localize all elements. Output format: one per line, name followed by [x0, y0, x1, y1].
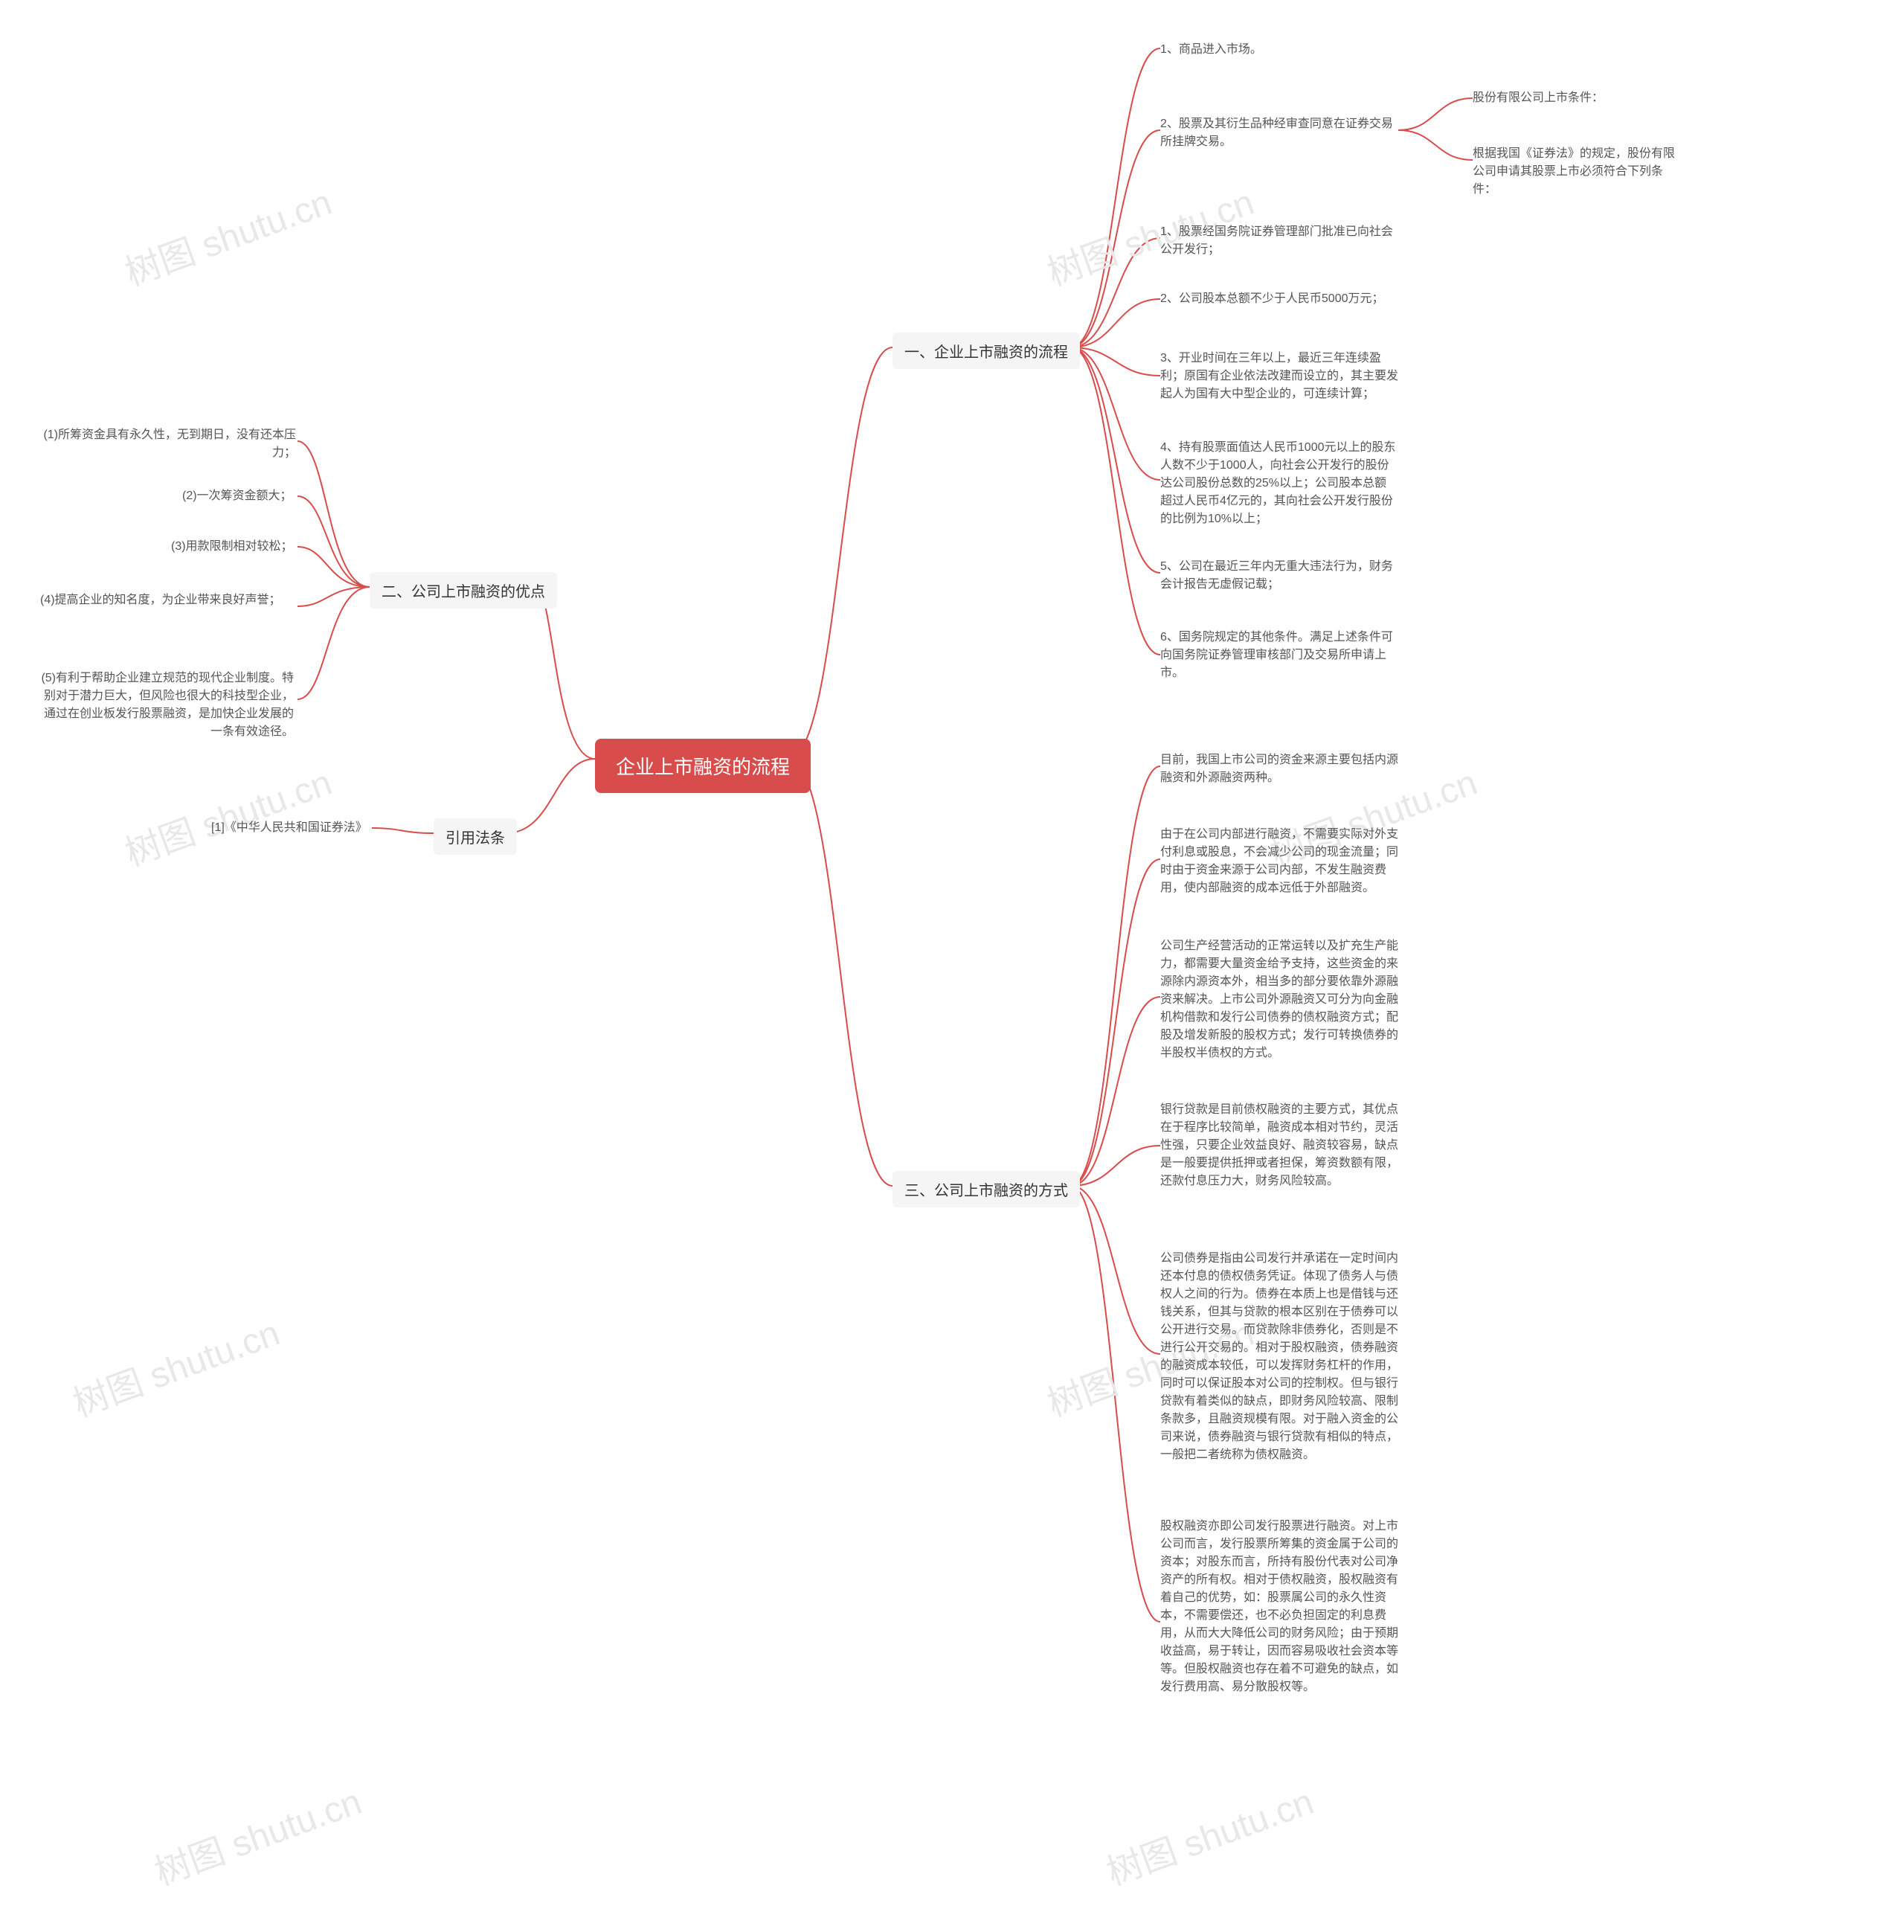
leaf-2-5: (5)有利于帮助企业建立规范的现代企业制度。特别对于潜力巨大，但风险也很大的科技…: [41, 670, 294, 741]
leaf-1-6: 4、持有股票面值达人民币1000元以上的股东人数不少于1000人，向社会公开发行…: [1160, 439, 1398, 528]
leaf-1-8: 6、国务院规定的其他条件。满足上述条件可向国务院证券管理审核部门及交易所申请上市…: [1160, 629, 1398, 682]
leaf-1-2: 2、股票及其衍生品种经审查同意在证券交易所挂牌交易。: [1160, 115, 1398, 151]
leaf-1-5: 3、开业时间在三年以上，最近三年连续盈利；原国有企业依法改建而设立的，其主要发起…: [1160, 350, 1398, 403]
leaf-3-5: 公司债券是指由公司发行并承诺在一定时间内还本付息的债权债务凭证。体现了债务人与债…: [1160, 1250, 1398, 1464]
leaf-2-3: (3)用款限制相对较松；: [171, 538, 293, 556]
branch-advantages[interactable]: 二、公司上市融资的优点: [370, 572, 557, 609]
leaf-1-7: 5、公司在最近三年内无重大违法行为，财务会计报告无虚假记载；: [1160, 558, 1398, 594]
leaf-1-4: 2、公司股本总额不少于人民币5000万元；: [1160, 290, 1384, 308]
leaf-4-1: [1]《中华人民共和国证券法》: [211, 819, 367, 837]
leaf-3-3: 公司生产经营活动的正常运转以及扩充生产能力，都需要大量资金给予支持，这些资金的来…: [1160, 937, 1398, 1062]
watermark: 树图 shutu.cn: [147, 1772, 367, 1895]
leaf-3-2: 由于在公司内部进行融资，不需要实际对外支付利息或股息，不会减少公司的现金流量；同…: [1160, 826, 1398, 897]
root-node[interactable]: 企业上市融资的流程: [595, 739, 811, 793]
leaf-2-2: (2)一次筹资金额大；: [182, 487, 292, 505]
leaf-3-6: 股权融资亦即公司发行股票进行融资。对上市公司而言，发行股票所筹集的资金属于公司的…: [1160, 1518, 1398, 1696]
leaf-3-1: 目前，我国上市公司的资金来源主要包括内源融资和外源融资两种。: [1160, 751, 1398, 787]
mindmap-connectors: [0, 0, 1904, 1932]
branch-references[interactable]: 引用法条: [434, 818, 517, 855]
leaf-1-2b: 根据我国《证券法》的规定，股份有限公司申请其股票上市必须符合下列条件：: [1473, 145, 1681, 199]
branch-process[interactable]: 一、企业上市融资的流程: [892, 333, 1080, 369]
leaf-1-1: 1、商品进入市场。: [1160, 41, 1262, 59]
branch-methods[interactable]: 三、公司上市融资的方式: [892, 1171, 1080, 1207]
watermark: 树图 shutu.cn: [117, 753, 338, 876]
leaf-2-4: (4)提高企业的知名度，为企业带来良好声誉；: [40, 591, 281, 609]
leaf-1-2a: 股份有限公司上市条件：: [1473, 89, 1604, 107]
leaf-1-3: 1、股票经国务院证券管理部门批准已向社会公开发行；: [1160, 223, 1398, 259]
watermark: 树图 shutu.cn: [65, 1303, 286, 1426]
watermark: 树图 shutu.cn: [117, 173, 338, 295]
leaf-3-4: 银行贷款是目前债权融资的主要方式，其优点在于程序比较简单，融资成本相对节约，灵活…: [1160, 1101, 1398, 1190]
leaf-2-1: (1)所筹资金具有永久性，无到期日，没有还本压力；: [43, 426, 296, 462]
watermark: 树图 shutu.cn: [1099, 1772, 1319, 1895]
